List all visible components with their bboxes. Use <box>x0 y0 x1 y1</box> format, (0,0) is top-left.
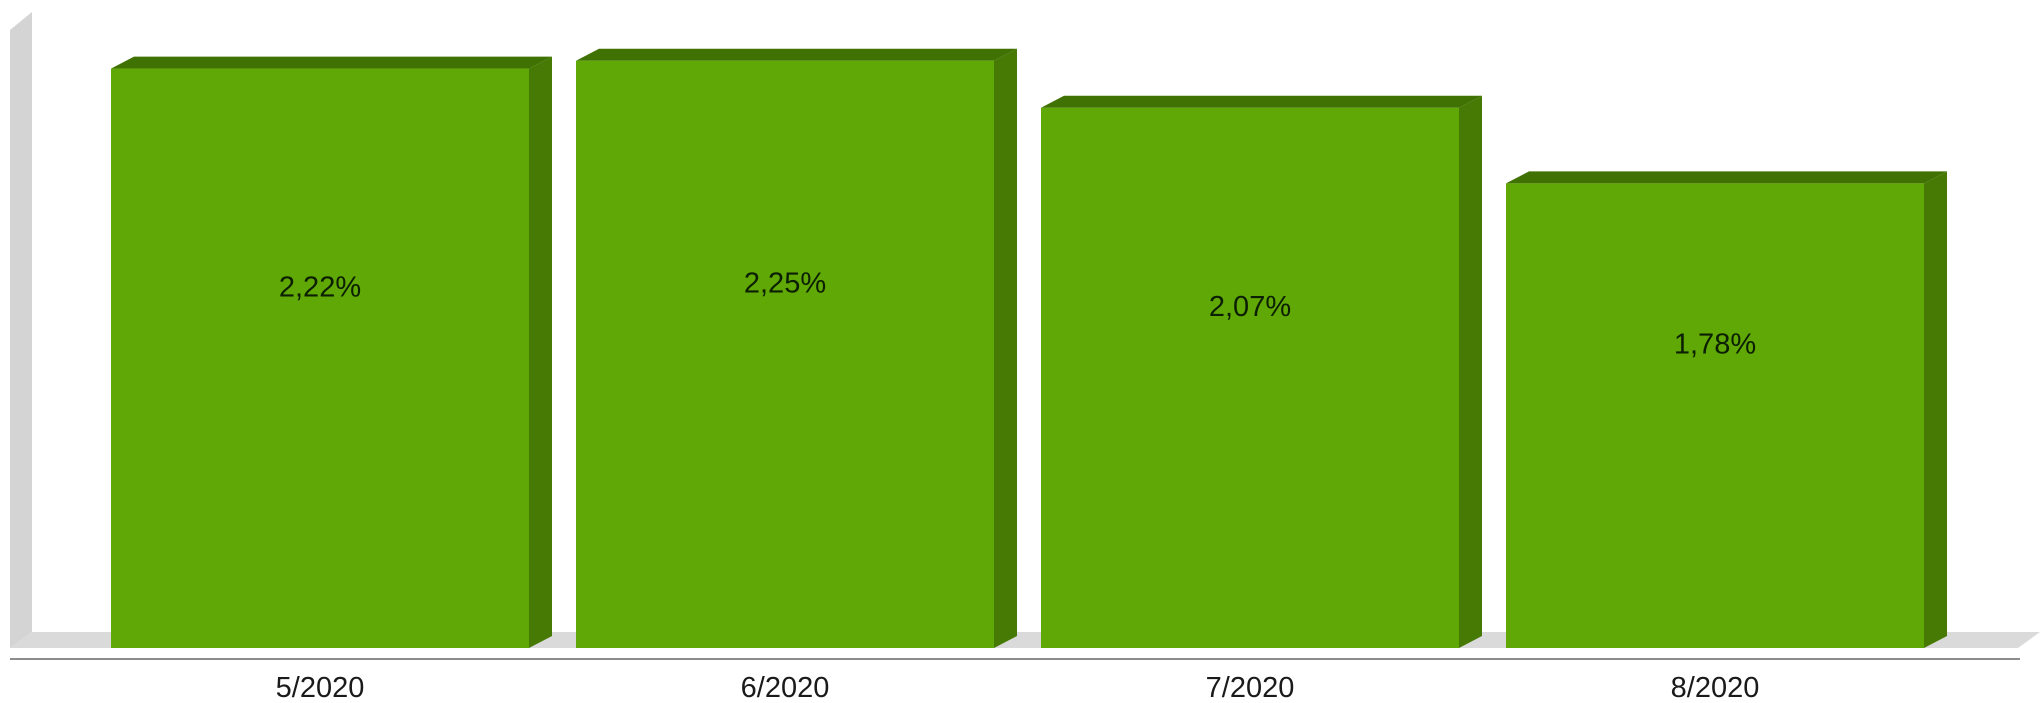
labels-group: 2,22% 5/2020 2,25% 6/2020 2,07% 7/2020 1,78% 8/… <box>276 267 1760 703</box>
bar-side-face <box>1459 95 1482 649</box>
bar-side-face <box>529 56 552 648</box>
bar-front-face <box>111 68 529 648</box>
x-tick-label: 7/2020 <box>1206 672 1295 703</box>
x-tick-label: 8/2020 <box>1671 672 1760 703</box>
bar-value-label: 1,78% <box>1674 329 1756 361</box>
bar-front-face <box>576 60 994 648</box>
bar-value-label: 2,25% <box>744 267 826 299</box>
bar-value-label: 2,07% <box>1209 291 1291 323</box>
bar-top-face <box>1506 171 1947 184</box>
bar-3 <box>1041 95 1482 649</box>
bar-side-face <box>994 48 1017 648</box>
bar-front-face <box>1506 183 1924 649</box>
x-tick-label: 6/2020 <box>741 672 830 703</box>
bar-1 <box>111 56 552 648</box>
bar-front-face <box>1041 107 1459 649</box>
bar-side-face <box>1924 171 1947 649</box>
bar-4 <box>1506 171 1947 649</box>
bar-top-face <box>576 48 1017 61</box>
bar-2 <box>576 48 1017 648</box>
bar-value-label: 2,22% <box>279 271 361 303</box>
chart-back-wall <box>10 12 32 648</box>
bar-top-face <box>111 56 552 69</box>
bar-top-face <box>1041 95 1482 108</box>
bars-group <box>111 48 1947 649</box>
x-tick-label: 5/2020 <box>276 672 365 703</box>
